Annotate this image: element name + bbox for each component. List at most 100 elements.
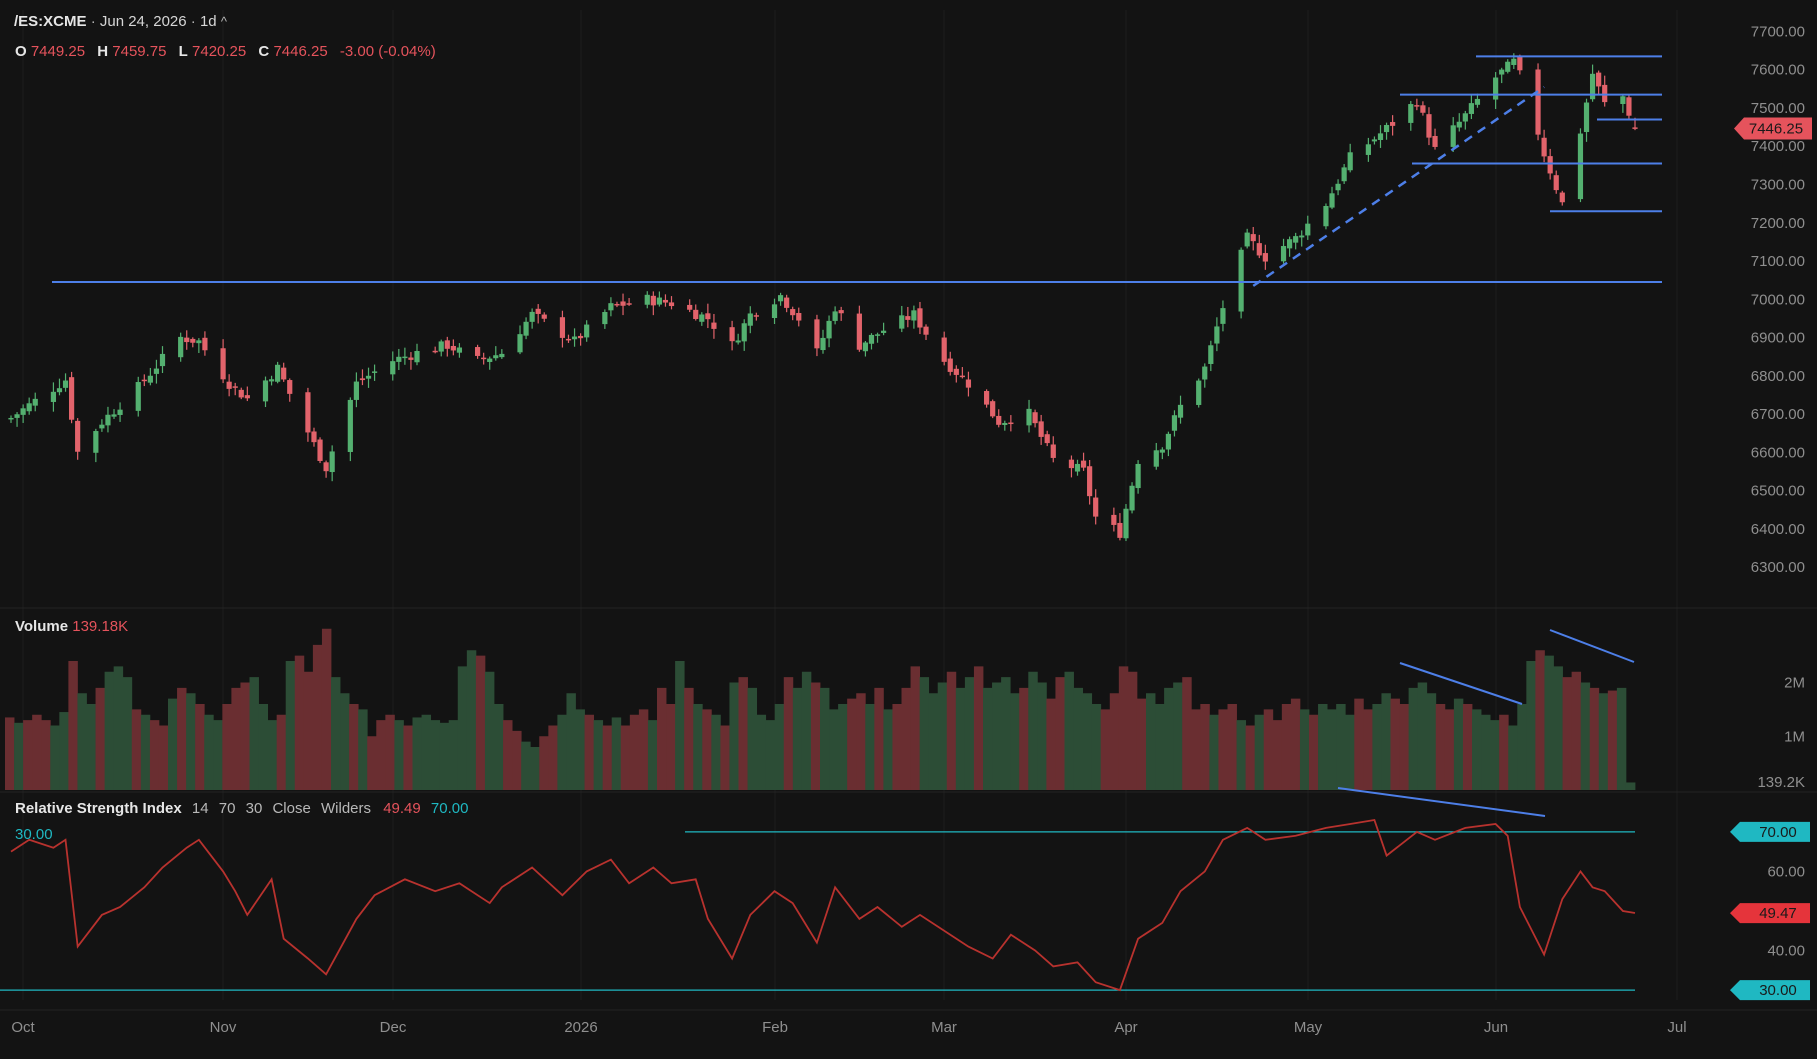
candle-body xyxy=(1202,366,1208,380)
volume-bar xyxy=(303,671,314,790)
candle-body xyxy=(1159,449,1165,453)
candle-body xyxy=(911,310,917,321)
candle-body xyxy=(99,424,105,429)
volume-bar xyxy=(1481,714,1491,790)
candle-body xyxy=(305,392,311,433)
candle-body xyxy=(614,303,620,306)
candle-body xyxy=(947,358,953,372)
candle-body xyxy=(147,375,153,383)
candle-body xyxy=(1535,69,1541,135)
candle-body xyxy=(117,409,123,415)
x-tick-label: Mar xyxy=(931,1019,957,1036)
volume-bar xyxy=(68,661,78,790)
candle-body xyxy=(953,368,959,375)
candle-body xyxy=(729,327,735,342)
symbol-header[interactable]: /ES:XCME · Jun 24, 2026 · 1d ^ xyxy=(14,13,227,30)
volume-bar xyxy=(1408,687,1419,790)
volume-bar xyxy=(5,717,15,790)
candle-body xyxy=(281,367,287,380)
x-tick-label: Feb xyxy=(762,1019,788,1036)
candle-body xyxy=(153,368,160,374)
candle-body xyxy=(365,375,372,379)
candle-body xyxy=(444,340,450,349)
candle-body xyxy=(1208,345,1214,364)
candle-body xyxy=(1165,433,1172,450)
volume-legend[interactable]: Volume 139.18K xyxy=(15,618,128,635)
volume-bar xyxy=(1390,698,1400,790)
candle-body xyxy=(1408,104,1414,123)
candle-body xyxy=(1499,69,1505,75)
candle-body xyxy=(1505,61,1511,72)
volume-bar xyxy=(1127,671,1138,790)
rsi-lower-pill xyxy=(1730,980,1810,1001)
candle-body xyxy=(1032,412,1038,424)
candle-body xyxy=(535,308,541,314)
volume-bar xyxy=(367,736,377,790)
candle-body xyxy=(190,338,196,343)
volume-bar xyxy=(475,655,486,790)
volume-bar xyxy=(1055,677,1065,790)
candle-body xyxy=(1002,422,1008,425)
rsi-legend[interactable]: Relative Strength Index 14 70 30 Close W… xyxy=(15,800,468,817)
candle-body xyxy=(905,316,911,320)
volume-bar xyxy=(838,704,848,790)
candle-body xyxy=(917,308,923,328)
x-tick-label: Oct xyxy=(11,1019,35,1036)
candle-body xyxy=(1171,415,1178,431)
price-tick-label: 7200.00 xyxy=(1751,215,1805,232)
close-value: 7446.25 xyxy=(273,43,328,60)
volume-bar xyxy=(1435,704,1446,790)
volume-bar xyxy=(684,687,694,790)
candle-body xyxy=(1371,139,1378,142)
candle-body xyxy=(1341,167,1347,182)
volume-bar xyxy=(86,704,96,790)
volume-bar xyxy=(131,709,142,790)
volume-bar xyxy=(1526,661,1536,790)
volume-bar xyxy=(1146,693,1156,790)
price-tick-label: 6600.00 xyxy=(1751,444,1805,461)
volume-bar xyxy=(883,709,893,790)
candle-body xyxy=(1008,422,1014,425)
volume-bar xyxy=(1372,704,1382,790)
volume-bar xyxy=(1336,704,1346,790)
price-tick-label: 7700.00 xyxy=(1751,23,1805,40)
volume-bar xyxy=(1309,714,1319,790)
candle-body xyxy=(1123,508,1129,539)
candle-body xyxy=(1044,434,1050,444)
volume-bar xyxy=(1272,720,1283,790)
candle-body xyxy=(135,382,141,411)
candle-body xyxy=(56,388,63,393)
candle-body xyxy=(402,356,408,359)
candle-body xyxy=(371,371,378,373)
volume-bar xyxy=(1281,704,1292,790)
rsi-tick-label: 60.00 xyxy=(1767,863,1805,880)
volume-bar xyxy=(1019,687,1029,790)
candle-body xyxy=(1129,485,1135,511)
candle-body xyxy=(1080,460,1087,468)
candle-body xyxy=(1117,522,1123,538)
candle-body xyxy=(32,398,38,406)
volume-bar xyxy=(213,720,223,790)
volume-bar xyxy=(1535,650,1545,790)
candle-body xyxy=(232,386,238,388)
volume-bar xyxy=(204,714,214,790)
candle-body xyxy=(1420,105,1426,113)
collapse-caret-icon[interactable]: ^ xyxy=(220,14,227,29)
volume-bar xyxy=(919,677,930,790)
volume-bar xyxy=(810,682,821,790)
volume-bar xyxy=(964,677,975,790)
volume-bar xyxy=(285,661,296,790)
candle-body xyxy=(1286,239,1293,249)
volume-bar xyxy=(50,725,60,790)
volume-divergence-line xyxy=(1399,662,1523,705)
candle-body xyxy=(396,356,402,362)
candle-body xyxy=(1256,243,1262,256)
volume-bars xyxy=(5,628,1636,790)
candle-body xyxy=(499,353,505,358)
volume-bar xyxy=(340,693,350,790)
volume-bar xyxy=(494,704,504,790)
volume-bar xyxy=(955,687,966,790)
candle-body xyxy=(517,334,523,353)
